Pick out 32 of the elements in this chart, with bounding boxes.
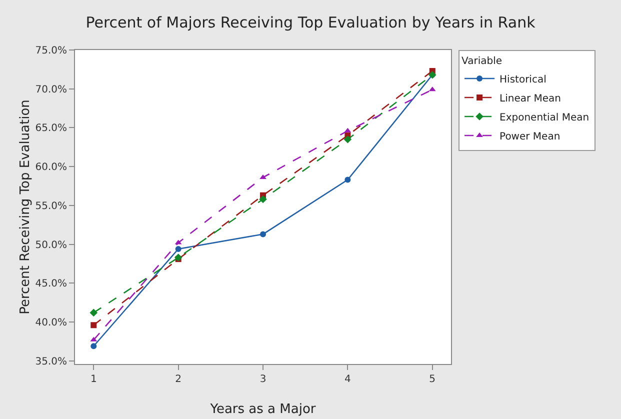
x-axis-title: Years as a Major xyxy=(209,402,316,417)
point xyxy=(90,322,97,328)
y-tick-label: 70.0% xyxy=(35,84,67,96)
point xyxy=(175,246,182,252)
point xyxy=(174,254,182,262)
chart-title: Percent of Majors Receiving Top Evaluation by Years in Rank xyxy=(86,13,536,32)
legend-label: Power Mean xyxy=(500,131,560,142)
point xyxy=(260,174,266,179)
y-tick-label: 45.0% xyxy=(35,278,67,290)
x-tick-label: 3 xyxy=(260,374,266,385)
legend-title: Variable xyxy=(462,56,502,67)
x-tick-label: 1 xyxy=(90,374,97,385)
y-tick-label: 65.0% xyxy=(35,123,67,134)
point xyxy=(260,231,266,238)
y-axis-title: Percent Receiving Top Evaluation xyxy=(18,100,34,314)
legend-label: Linear Mean xyxy=(500,93,562,104)
y-tick-label: 75.0% xyxy=(35,46,67,56)
legend-label: Historical xyxy=(500,74,546,86)
point xyxy=(344,135,352,144)
point xyxy=(259,195,267,204)
y-tick-label: 55.0% xyxy=(35,200,67,212)
point xyxy=(344,176,351,183)
y-tick-label: 40.0% xyxy=(35,318,67,329)
point xyxy=(90,308,98,317)
x-tick-label: 2 xyxy=(175,374,182,385)
x-tick-label: 5 xyxy=(429,374,436,385)
y-tick-label: 50.0% xyxy=(35,240,67,251)
point xyxy=(90,343,97,350)
x-tick-label: 4 xyxy=(344,374,351,385)
legend-label: Exponential Mean xyxy=(500,112,590,124)
y-tick-label: 35.0% xyxy=(35,356,67,368)
y-tick-label: 60.0% xyxy=(35,162,67,174)
